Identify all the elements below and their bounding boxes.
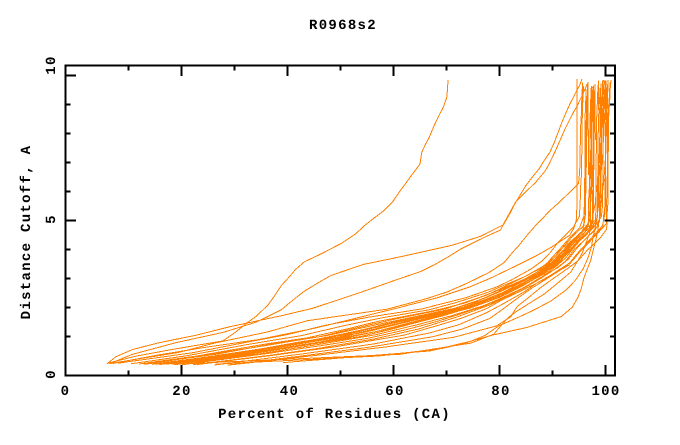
svg-text:Percent of Residues (CA): Percent of Residues (CA): [218, 407, 451, 423]
svg-text:R0968s2: R0968s2: [309, 18, 377, 34]
svg-text:80: 80: [491, 384, 510, 400]
svg-text:0: 0: [61, 384, 71, 400]
svg-text:60: 60: [385, 384, 404, 400]
svg-text:40: 40: [280, 384, 299, 400]
svg-text:20: 20: [172, 384, 191, 400]
svg-text:100: 100: [591, 384, 620, 400]
svg-text:5: 5: [44, 214, 60, 224]
svg-text:Distance Cutoff, A: Distance Cutoff, A: [19, 145, 35, 320]
svg-text:0: 0: [44, 369, 60, 379]
svg-text:10: 10: [44, 55, 60, 74]
